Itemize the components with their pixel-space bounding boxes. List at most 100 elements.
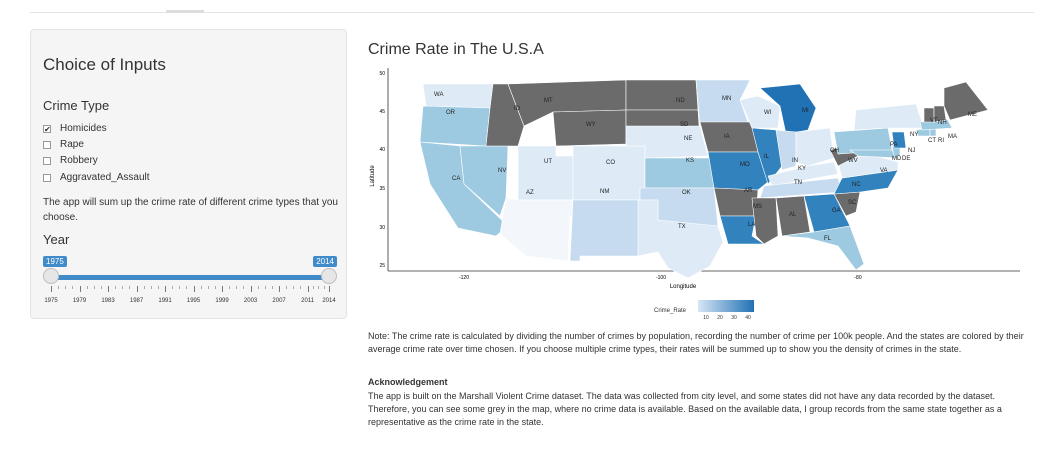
y-tick-label: 30	[379, 225, 385, 231]
state-label: ID	[514, 106, 521, 112]
help-text: The app will sum up the crime rate of di…	[43, 197, 338, 223]
slider-minor-tick	[72, 286, 74, 289]
state-nm	[569, 199, 641, 262]
state-label: FL	[824, 236, 832, 242]
slider-minor-tick	[129, 286, 131, 289]
y-axis-label: Latitude	[370, 165, 376, 187]
checkbox-icon[interactable]: ✔	[43, 124, 51, 134]
state-labels: WA OR ID MT ND MN WI MI ME SD WY NE IA V…	[434, 92, 977, 242]
slider-to-badge: 2014	[313, 256, 337, 267]
state-label: KY	[798, 166, 806, 172]
slider-to-handle[interactable]	[321, 268, 337, 284]
slider-from-handle[interactable]	[43, 268, 59, 284]
slider-tick-label: 1983	[101, 298, 115, 304]
inputs-panel: Choice of Inputs Crime Type ✔ Homicides …	[30, 29, 347, 319]
state-la	[719, 215, 765, 245]
slider-major-tick	[108, 286, 110, 292]
state-label: LA	[748, 222, 755, 228]
state-nd	[625, 79, 699, 111]
slider-minor-tick	[200, 286, 202, 289]
year-range-slider[interactable]: 1975 2014 1975 1979 1983 1987 1991 1995 1999 20…	[43, 256, 337, 316]
top-nav-border	[30, 12, 1034, 13]
slider-major-tick	[279, 286, 281, 292]
slider-minor-tick	[115, 286, 117, 289]
state-label: SC	[848, 200, 857, 206]
slider-minor-tick	[300, 286, 302, 289]
slider-minor-tick	[86, 286, 88, 289]
legend-title: Crime_Rate	[654, 308, 687, 314]
slider-minor-tick	[257, 286, 259, 289]
slider-minor-tick	[323, 286, 325, 289]
state-label: OR	[446, 110, 456, 116]
state-label: CT	[928, 138, 936, 144]
note-text: Note: The crime rate is calculated by di…	[368, 331, 1024, 354]
checkbox-icon[interactable]	[43, 140, 51, 149]
y-tick-label: 40	[379, 147, 385, 153]
state-wi	[739, 95, 781, 129]
slider-minor-tick	[236, 286, 238, 289]
state-label: DE	[902, 156, 910, 162]
y-tick-label: 45	[379, 109, 385, 115]
map-legend: Crime_Rate 10 20 30 40	[654, 300, 764, 324]
state-label: OH	[830, 148, 839, 154]
state-label: MI	[802, 108, 809, 114]
slider-from-badge: 1975	[43, 256, 67, 267]
checkbox-robbery[interactable]: Robbery	[43, 155, 98, 166]
slider-tick-label: 1975	[44, 298, 58, 304]
us-crime-map: 50 45 40 35 30 25 Latitude -120 -100 -80…	[370, 68, 1020, 290]
checkbox-label: Rape	[60, 139, 84, 150]
slider-tick-label: 1999	[215, 298, 229, 304]
year-label: Year	[43, 232, 70, 247]
state-in	[775, 129, 797, 171]
state-wy	[552, 109, 627, 147]
slider-major-tick	[165, 286, 167, 292]
state-al	[775, 195, 811, 237]
slider-minor-tick	[172, 286, 174, 289]
slider-minor-tick	[157, 286, 159, 289]
checkbox-homicides[interactable]: ✔ Homicides	[43, 123, 107, 134]
checkbox-icon[interactable]	[43, 156, 51, 165]
slider-major-tick	[79, 286, 81, 292]
state-label: MN	[722, 96, 731, 102]
state-fl	[781, 225, 865, 271]
state-label: NH	[938, 120, 947, 126]
checkbox-icon[interactable]	[43, 173, 51, 182]
checkbox-label: Aggravated_Assault	[60, 172, 150, 183]
state-label: PA	[890, 142, 898, 148]
page-title: Crime Rate in The U.S.A	[368, 41, 544, 58]
legend-tick: 10	[703, 315, 709, 321]
state-label: AR	[744, 188, 753, 194]
legend-tick: 40	[745, 315, 751, 321]
state-label: NJ	[908, 148, 915, 154]
state-label: WY	[586, 122, 596, 128]
slider-tick-label: 2003	[243, 298, 258, 304]
state-label: CA	[452, 176, 460, 182]
acknowledgement-text: The app is built on the Marshall Violent…	[368, 391, 1002, 427]
slider-minor-tick	[122, 286, 124, 289]
slider-minor-tick	[243, 286, 245, 289]
state-label: ND	[676, 98, 685, 104]
slider-major-tick	[329, 286, 330, 292]
checkbox-rape[interactable]: Rape	[43, 139, 84, 150]
slider-minor-tick	[229, 286, 231, 289]
state-label: RI	[938, 138, 944, 144]
checkbox-aggravated-assault[interactable]: Aggravated_Assault	[43, 172, 150, 183]
state-label: CO	[606, 160, 615, 166]
slider-minor-tick	[93, 286, 95, 289]
slider-minor-tick	[264, 286, 266, 289]
legend-colorbar	[698, 300, 754, 312]
slider-tick-label: 1979	[72, 298, 87, 304]
slider-tick-label: 2011	[301, 298, 315, 304]
state-label: NC	[852, 182, 861, 188]
state-label: VA	[880, 168, 888, 174]
slider-minor-tick	[318, 286, 320, 289]
slider-major-tick	[307, 286, 309, 292]
top-nav-tab[interactable]	[166, 10, 204, 13]
slider-bar[interactable]	[50, 275, 328, 280]
legend-tick: 20	[717, 315, 723, 321]
state-label: MA	[948, 134, 957, 140]
slider-minor-tick	[186, 286, 188, 289]
x-tick-label: -120	[459, 275, 469, 281]
state-nj	[891, 131, 907, 149]
state-label: SD	[680, 122, 689, 128]
